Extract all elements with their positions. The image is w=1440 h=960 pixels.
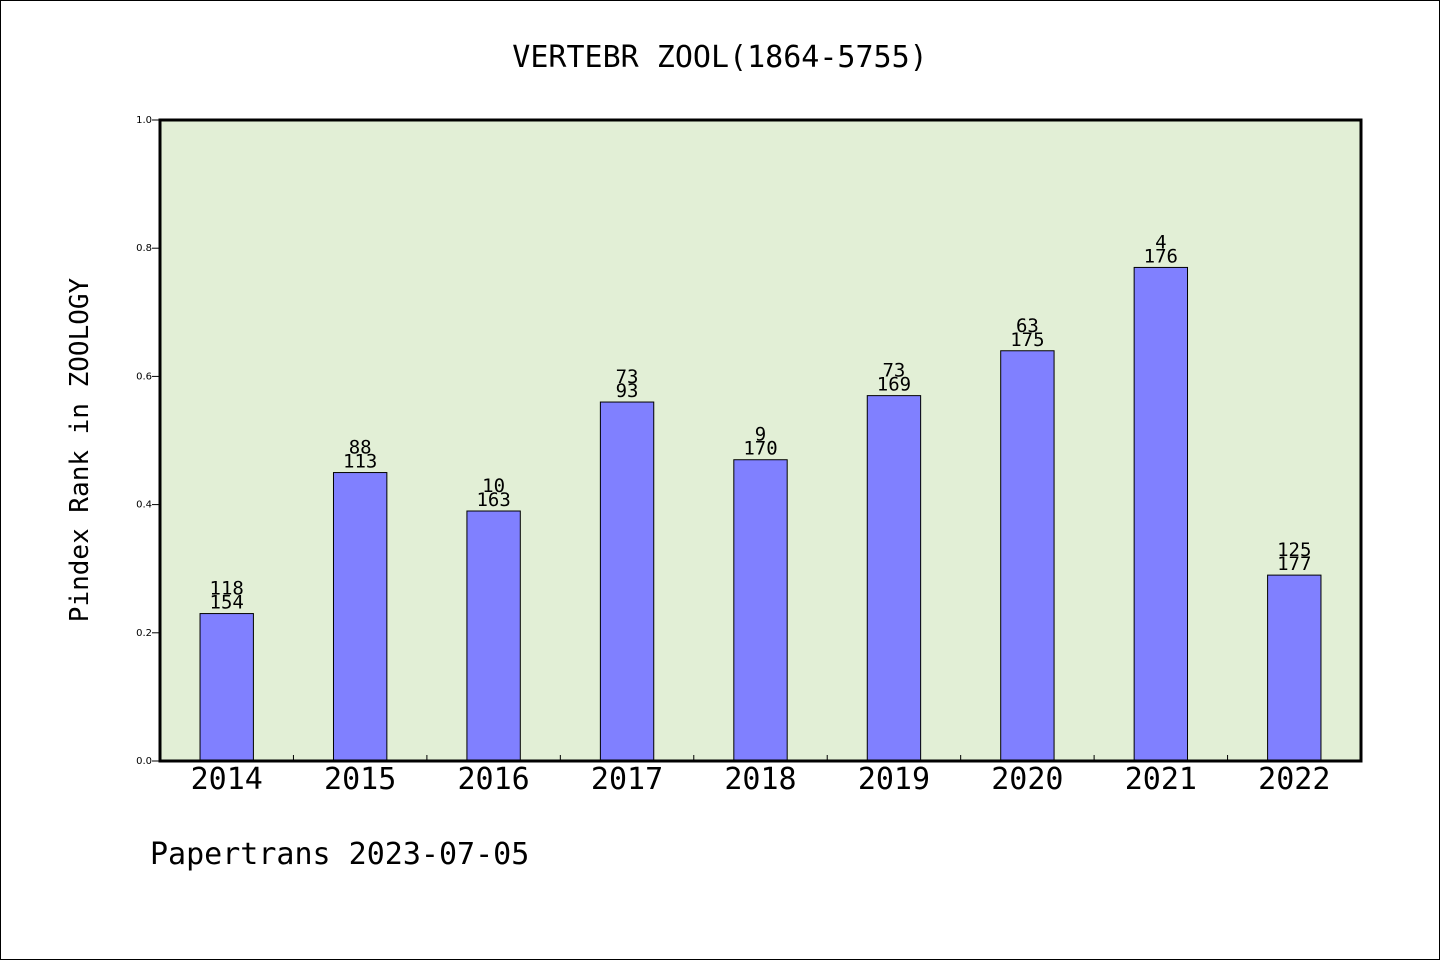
bar-labels-group: 1541181138816310937317091697317563176417… xyxy=(210,231,1312,613)
bar-label-rank-2018: 170 xyxy=(743,438,777,460)
x-tick-label-2022: 2022 xyxy=(1258,762,1330,797)
x-tick-label-2021: 2021 xyxy=(1125,762,1197,797)
y-axis-label: Pindex Rank in ZOOLOGY xyxy=(65,277,95,622)
bar-2014 xyxy=(199,613,254,762)
bar-2019 xyxy=(866,395,922,762)
bar-label-top-2016: 10 xyxy=(482,475,505,497)
y-tick-label: 0.2 xyxy=(136,628,152,639)
bar-label-rank-2015: 113 xyxy=(343,451,377,473)
y-tick-label: 0.4 xyxy=(136,500,152,511)
bar-label-rank-2016: 163 xyxy=(476,489,510,511)
x-tick-label-2017: 2017 xyxy=(591,762,663,797)
y-tick-label: 1.0 xyxy=(136,115,152,126)
bar-2022 xyxy=(1267,574,1322,762)
y-tick-label: 0.6 xyxy=(136,371,152,382)
y-tick-label: 0.0 xyxy=(136,756,152,767)
x-tick-label-2018: 2018 xyxy=(724,762,796,797)
bar-2018 xyxy=(733,459,788,762)
bar-label-top-2021: 4 xyxy=(1155,231,1166,253)
bar-label-rank-2022: 177 xyxy=(1277,553,1311,575)
bar-2016 xyxy=(466,510,521,762)
bar-2015 xyxy=(332,472,388,762)
bar-label-rank-2017: 93 xyxy=(616,380,639,402)
bar-label-top-2019: 73 xyxy=(882,360,905,382)
footer-text: Papertrans 2023-07-05 xyxy=(150,837,529,872)
x-tick-label-2014: 2014 xyxy=(191,762,263,797)
bar-label-rank-2019: 169 xyxy=(877,374,911,396)
bar-label-rank-2014: 154 xyxy=(210,592,244,614)
x-tick-label-2016: 2016 xyxy=(457,762,529,797)
y-tick-label: 0.8 xyxy=(136,243,152,254)
x-tick-label-2020: 2020 xyxy=(991,762,1063,797)
plot-border xyxy=(158,118,1363,763)
bar-label-rank-2020: 175 xyxy=(1010,329,1044,351)
bar-label-rank-2021: 176 xyxy=(1144,245,1178,267)
bars-group xyxy=(199,266,1322,762)
bar-label-top-2020: 63 xyxy=(1016,315,1039,337)
bar-label-top-2022: 125 xyxy=(1277,539,1311,561)
bar-label-top-2017: 73 xyxy=(616,366,639,388)
x-tick-label-2019: 2019 xyxy=(858,762,930,797)
bar-2021 xyxy=(1133,266,1189,762)
bar-label-top-2014: 118 xyxy=(210,578,244,600)
bar-2020 xyxy=(1000,350,1055,762)
bar-2017 xyxy=(599,401,655,762)
x-tick-label-2015: 2015 xyxy=(324,762,396,797)
bar-label-top-2018: 9 xyxy=(755,424,766,446)
y-axis: 0.0 0.2 0.4 0.6 0.8 1.0 xyxy=(136,115,160,767)
chart-title: VERTEBR ZOOL(1864-5755) xyxy=(512,40,927,75)
x-axis: 2014 2015 2016 2017 2018 2019 2020 2021 2022 xyxy=(191,755,1330,797)
bar-label-top-2015: 88 xyxy=(349,437,372,459)
